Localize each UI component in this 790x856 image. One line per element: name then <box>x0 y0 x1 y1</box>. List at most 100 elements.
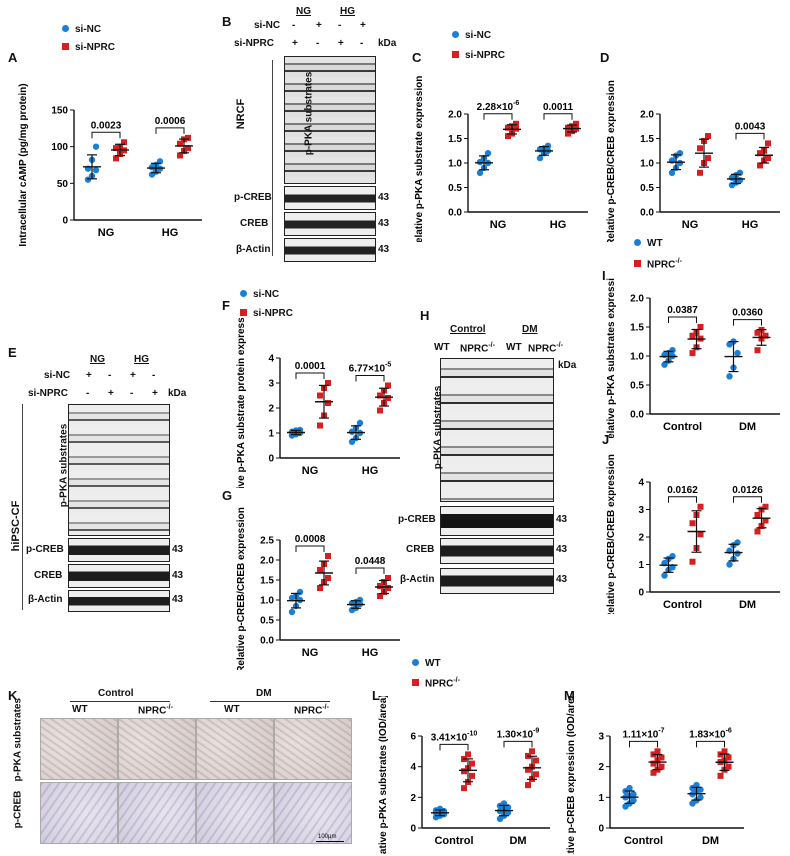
y-tick-label: 0 <box>62 216 68 227</box>
data-point <box>754 329 761 336</box>
y-tick-label: 0 <box>268 454 274 465</box>
data-point <box>317 567 323 573</box>
p-value-exponent: -5 <box>385 362 391 369</box>
data-point <box>736 169 744 176</box>
p-value-label: 3.41×10-10 <box>431 730 478 743</box>
y-tick-label: 2 <box>268 404 274 415</box>
blot-h-pcreb <box>440 506 554 536</box>
data-point <box>697 786 704 793</box>
mw-label: 43 <box>378 244 390 255</box>
data-point <box>725 763 732 770</box>
p-value-label: 0.0008 <box>295 534 326 545</box>
y-axis-label: Relative p-PKA substrate protein express… <box>236 318 247 488</box>
significance-bracket <box>295 372 325 379</box>
p-value-exponent: -6 <box>726 727 732 734</box>
p-value-label: 1.83×10-6 <box>689 727 732 740</box>
data-point <box>705 155 711 162</box>
data-point <box>325 575 331 581</box>
data-point <box>626 784 633 792</box>
data-point <box>654 748 661 755</box>
data-point <box>697 145 703 152</box>
data-point <box>725 754 732 761</box>
data-point <box>513 120 519 127</box>
condition-hg: HG <box>134 354 149 365</box>
y-axis-label: Relative p-PKA substrates expression <box>606 278 617 438</box>
x-tick-label: Control <box>434 835 473 847</box>
ihc-image <box>118 782 196 844</box>
blot-e-substrates <box>68 404 170 536</box>
data-point <box>385 575 391 581</box>
data-point <box>356 596 364 604</box>
chart-m: 0 1 2 3 Relative p-CREB expression (IOD/area… <box>566 696 744 854</box>
blot-e-substrates-label: p-PKA substrates <box>58 423 70 508</box>
data-point <box>121 139 127 146</box>
y-tick-label: 3 <box>268 379 274 390</box>
chart-c: 0.0 0.5 1.0 1.5 2.0 Relative p-PKA substrate … <box>414 76 588 242</box>
sign: + <box>292 38 298 49</box>
y-tick-label: 4 <box>410 762 416 773</box>
x-tick-label: NG <box>682 219 699 231</box>
data-point <box>296 588 304 596</box>
y-tick-label: 0 <box>598 824 604 835</box>
y-tick-label: 2 <box>410 793 416 804</box>
data-point <box>630 791 637 798</box>
col-ko: NPRC-/- <box>294 704 329 717</box>
y-tick-label: 1 <box>638 560 644 571</box>
x-tick-label: Control <box>663 421 702 433</box>
p-value-exponent: -7 <box>658 727 664 734</box>
legend-si-nc: si-NC <box>452 30 491 41</box>
data-point <box>476 158 484 166</box>
kda-label: kDa <box>378 38 397 49</box>
significance-bracket <box>735 132 765 140</box>
y-tick-label: 3 <box>598 732 604 743</box>
legend-dot-icon <box>62 25 69 32</box>
sign: + <box>152 388 158 399</box>
mw-label: 43 <box>172 570 184 581</box>
y-tick-label: 1.0 <box>260 596 274 607</box>
data-point <box>565 130 571 137</box>
y-tick-label: 4 <box>638 478 644 489</box>
legend-wt: WT <box>634 238 663 249</box>
data-point <box>469 760 475 767</box>
condition-hg: HG <box>340 6 355 17</box>
panel-letter-j: J <box>602 432 610 447</box>
condition-ng: NG <box>90 354 105 365</box>
x-tick-label: Control <box>663 599 702 611</box>
ihc-image <box>274 718 352 780</box>
data-point <box>668 169 676 176</box>
sign: + <box>108 388 114 399</box>
data-point <box>533 757 539 764</box>
x-tick-label: HG <box>362 465 379 477</box>
legend-dot-icon <box>412 659 419 666</box>
data-point <box>697 794 704 801</box>
data-point <box>757 150 763 157</box>
p-value-label: 0.0043 <box>735 121 766 132</box>
x-tick-label: DM <box>739 421 756 433</box>
col-ko: NPRC-/- <box>528 342 563 355</box>
x-tick-label: DM <box>739 599 756 611</box>
p-value-label: 0.0011 <box>543 102 573 113</box>
significance-bracket <box>155 127 185 134</box>
blot-h-actin <box>440 568 554 594</box>
row-label-si-nprc: si-NPRC <box>234 38 275 49</box>
p-value-label: 0.0448 <box>355 556 386 567</box>
data-point <box>536 154 544 162</box>
data-point <box>697 531 704 538</box>
data-point <box>377 583 383 589</box>
data-point <box>658 754 665 761</box>
legend-dot-icon <box>452 31 459 38</box>
panel-letter-i: I <box>602 268 606 283</box>
ihc-image <box>118 718 196 780</box>
data-point <box>717 772 724 779</box>
blot-h-substrates-label: p-PKA substrates <box>432 385 444 470</box>
y-tick-label: 2 <box>638 533 644 544</box>
data-point <box>505 133 511 140</box>
legend-si-nprc: si-NPRC <box>240 308 293 319</box>
y-tick-label: 150 <box>51 106 68 117</box>
x-tick-label: Control <box>624 835 663 847</box>
y-tick-label: 0 <box>638 588 644 599</box>
blot-h: Control DM WT NPRC-/- WT NPRC-/- kDa p-P… <box>398 318 600 600</box>
scale-bar-label: 100μm <box>318 834 337 840</box>
significance-bracket <box>503 740 533 748</box>
sign: - <box>360 38 364 49</box>
